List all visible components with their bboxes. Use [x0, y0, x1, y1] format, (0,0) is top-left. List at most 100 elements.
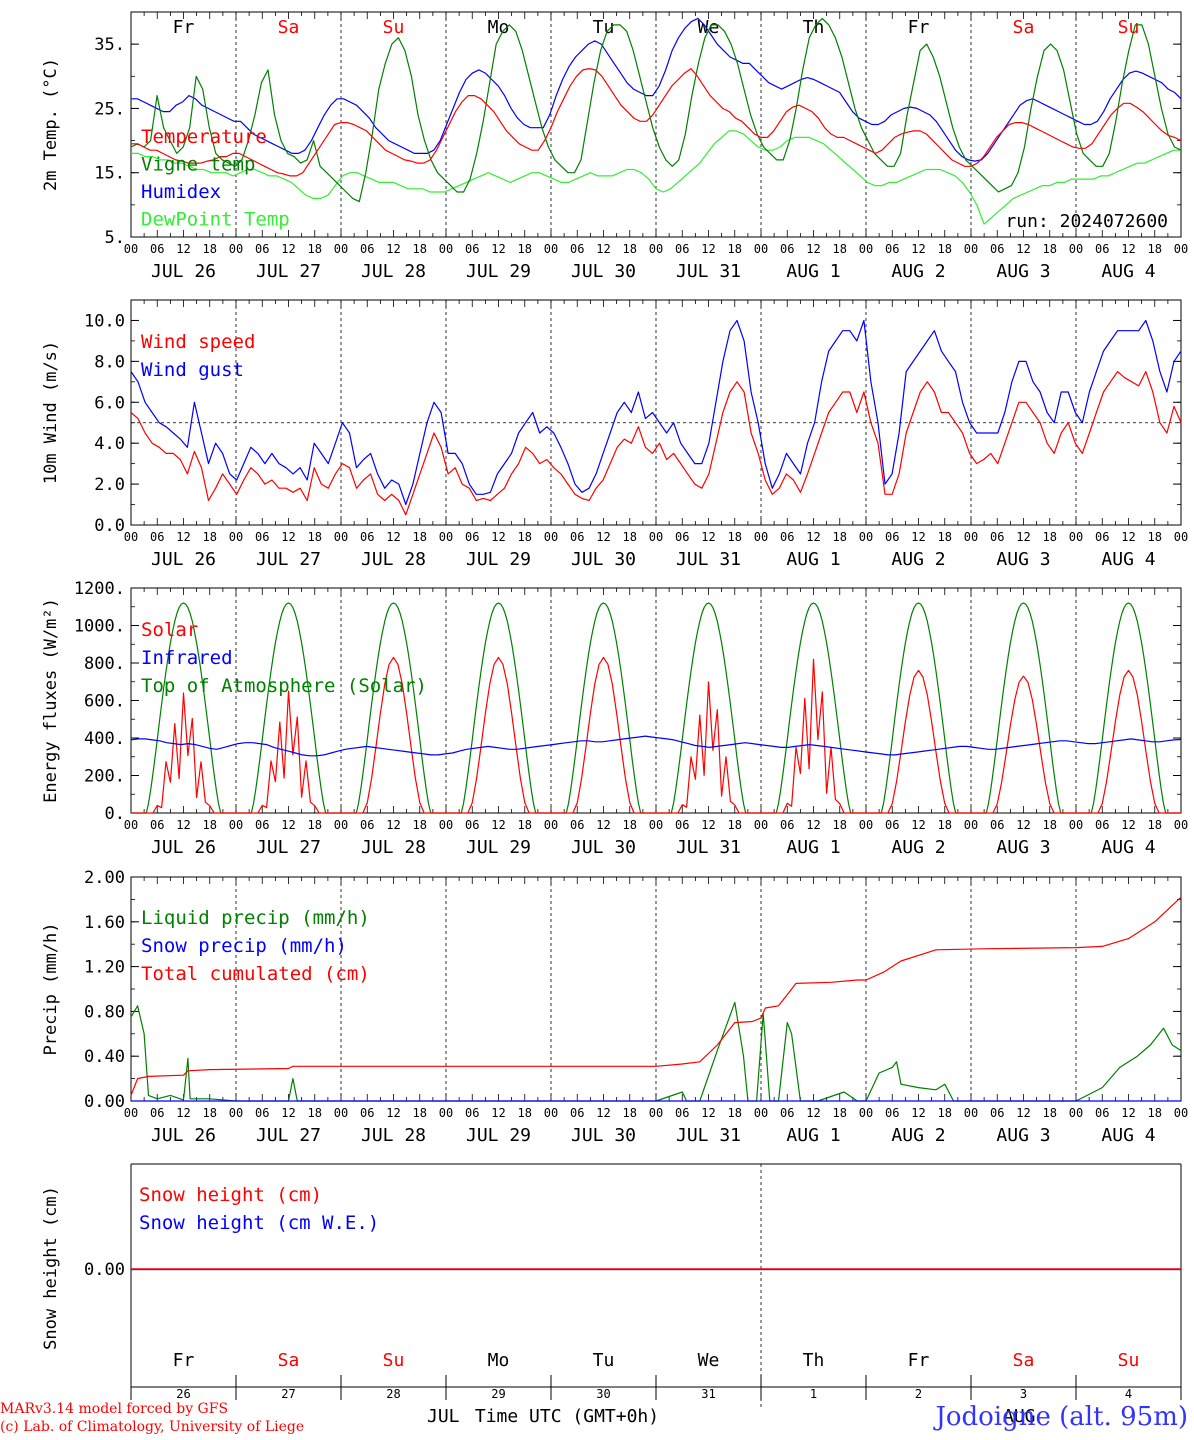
x-hour-label: 12 [176, 1106, 190, 1120]
legend-entry: Snow precip (mm/h) [141, 935, 347, 957]
weekday-label: Su [383, 1350, 405, 1371]
weekday-label: Th [803, 1350, 825, 1371]
x-day-label: JUL 26 [151, 837, 216, 858]
x-day-label: JUL 28 [361, 261, 426, 282]
x-day-label: JUL 26 [151, 1125, 216, 1146]
x-hour-label: 00 [334, 530, 348, 544]
weekday-label: Sa [1013, 1350, 1035, 1371]
x-hour-label: 06 [990, 1106, 1004, 1120]
x-hour-label: 00 [1174, 818, 1188, 832]
x-hour-label: 12 [386, 242, 400, 256]
x-hour-label: 12 [1121, 242, 1135, 256]
x-day-label: AUG 2 [891, 1125, 945, 1146]
y-tick-label: 0.0 [94, 516, 125, 536]
x-hour-label: 12 [1016, 1106, 1030, 1120]
y-tick-label: 600. [84, 692, 125, 712]
x-hour-label: 18 [728, 530, 742, 544]
x-hour-label: 18 [1043, 530, 1057, 544]
legend-entry: DewPoint Temp [141, 209, 290, 231]
x-hour-label: 12 [701, 818, 715, 832]
x-day-label: JUL 31 [676, 1125, 741, 1146]
x-hour-label: 12 [806, 242, 820, 256]
y-tick-label: 400. [84, 729, 125, 749]
x-hour-label: 18 [413, 530, 427, 544]
x-hour-label: 18 [308, 530, 322, 544]
x-day-label: AUG 4 [1101, 837, 1155, 858]
x-hour-label: 18 [1148, 1106, 1162, 1120]
x-hour-label: 00 [964, 818, 978, 832]
y-axis-label: Precip (mm/h) [41, 922, 61, 1055]
footer-credit-line2: (c) Lab. of Climatology, University of L… [0, 1419, 305, 1435]
x-hour-label: 00 [229, 530, 243, 544]
x-hour-label: 00 [124, 530, 138, 544]
x-hour-label: 06 [675, 530, 689, 544]
x-hour-label: 06 [255, 1106, 269, 1120]
x-hour-label: 06 [570, 242, 584, 256]
x-hour-label: 00 [1069, 530, 1083, 544]
day-number-label: 27 [281, 1387, 295, 1401]
y-tick-label: 4.0 [94, 434, 125, 454]
x-hour-label: 00 [649, 1106, 663, 1120]
x-day-label: AUG 1 [786, 549, 840, 570]
x-hour-label: 00 [544, 818, 558, 832]
x-hour-label: 00 [334, 818, 348, 832]
series-humidex [131, 17, 1182, 162]
x-day-label: JUL 27 [256, 261, 321, 282]
x-hour-label: 00 [1174, 242, 1188, 256]
weekday-label: Fr [908, 1350, 930, 1371]
x-hour-label: 06 [885, 530, 899, 544]
legend-entry: Temperature [141, 126, 267, 148]
x-hour-label: 06 [360, 818, 374, 832]
weekday-label: Mo [488, 17, 510, 38]
weekday-label: Fr [173, 17, 195, 38]
panel-0-frame [130, 11, 1182, 238]
y-tick-label: 15. [94, 164, 125, 184]
x-day-label: JUL 27 [256, 837, 321, 858]
x-hour-label: 12 [491, 530, 505, 544]
x-hour-label: 00 [439, 530, 453, 544]
day-number-label: 31 [701, 1387, 715, 1401]
x-hour-label: 06 [780, 530, 794, 544]
x-hour-label: 18 [728, 818, 742, 832]
x-hour-label: 00 [334, 242, 348, 256]
x-day-label: AUG 1 [786, 1125, 840, 1146]
x-day-label: JUL 28 [361, 1125, 426, 1146]
weekday-label: We [698, 17, 720, 38]
y-axis-label: 2m Temp. (°C) [41, 58, 61, 191]
weekday-label: We [698, 1350, 720, 1371]
weekday-label: Sa [278, 1350, 300, 1371]
x-day-label: AUG 1 [786, 837, 840, 858]
weekday-label: Fr [173, 1350, 195, 1371]
x-hour-label: 18 [413, 1106, 427, 1120]
series-solar [131, 656, 1181, 814]
x-hour-label: 00 [229, 818, 243, 832]
x-hour-label: 18 [203, 530, 217, 544]
x-hour-label: 00 [439, 242, 453, 256]
day-number-label: 26 [176, 1387, 190, 1401]
x-hour-label: 06 [255, 818, 269, 832]
y-tick-label: 8.0 [94, 352, 125, 372]
x-hour-label: 12 [281, 242, 295, 256]
legend-entry: Liquid precip (mm/h) [141, 907, 370, 929]
y-tick-label: 1.20 [84, 958, 125, 978]
x-hour-label: 12 [176, 818, 190, 832]
x-day-label: JUL 31 [676, 261, 741, 282]
x-hour-label: 12 [806, 530, 820, 544]
x-hour-label: 00 [124, 1106, 138, 1120]
legend-entry: Snow height (cm W.E.) [139, 1212, 379, 1234]
x-hour-label: 18 [938, 242, 952, 256]
x-hour-label: 12 [491, 1106, 505, 1120]
x-hour-label: 12 [281, 1106, 295, 1120]
day-number-label: 4 [1125, 1387, 1132, 1401]
x-hour-label: 00 [649, 242, 663, 256]
y-tick-label: 800. [84, 654, 125, 674]
x-hour-label: 12 [806, 1106, 820, 1120]
legend-entry: Vigne temp [141, 154, 255, 176]
x-hour-label: 00 [1174, 1106, 1188, 1120]
x-day-label: AUG 4 [1101, 1125, 1155, 1146]
x-hour-label: 00 [544, 1106, 558, 1120]
x-day-label: JUL 29 [466, 837, 531, 858]
y-tick-label: 35. [94, 35, 125, 55]
x-hour-label: 18 [938, 818, 952, 832]
x-hour-label: 00 [859, 1106, 873, 1120]
